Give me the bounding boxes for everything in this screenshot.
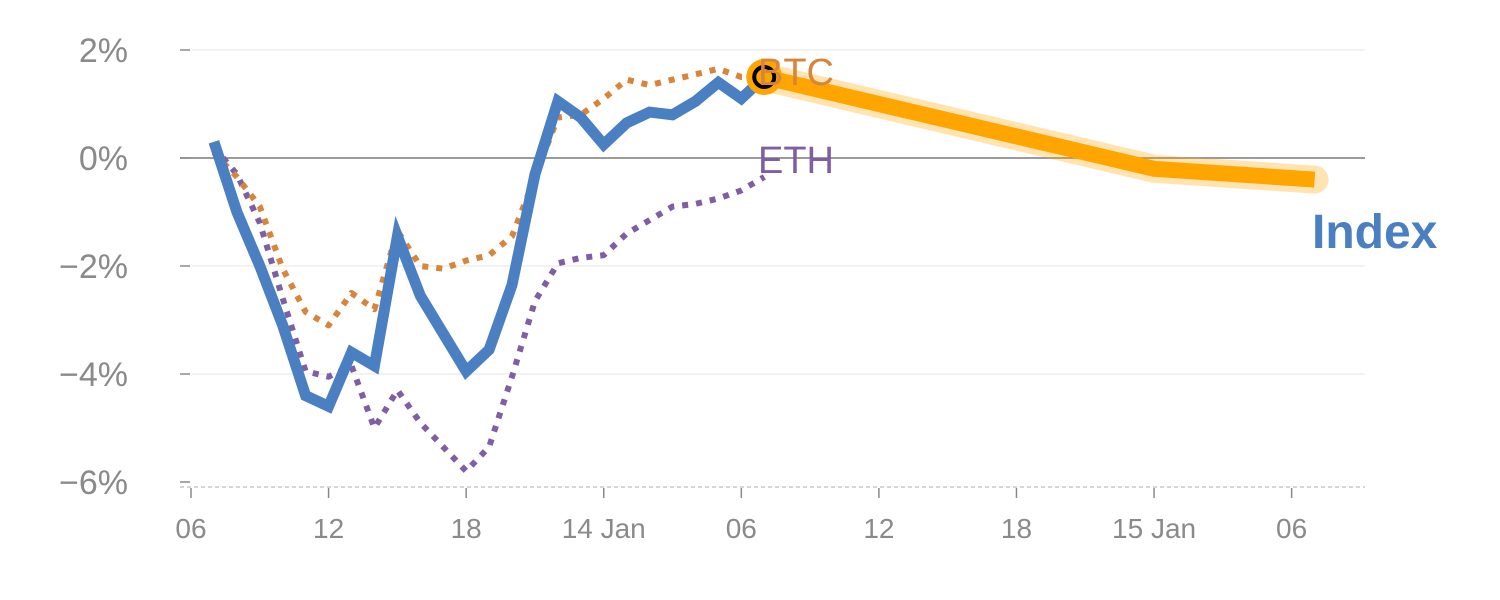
x-tick-label: 12	[863, 513, 894, 544]
y-tick-label: −6%	[59, 464, 128, 502]
x-tick-label: 15 Jan	[1112, 513, 1196, 544]
y-tick-label: 0%	[79, 140, 128, 178]
x-tick-label: 14 Jan	[562, 513, 646, 544]
x-tick-label: 18	[1001, 513, 1032, 544]
x-tick-label: 12	[313, 513, 344, 544]
x-tick-label: 06	[1276, 513, 1307, 544]
eth-series-label: ETH	[758, 140, 834, 182]
labels: BTC ETH Index	[758, 52, 1438, 259]
grid	[180, 49, 1365, 375]
y-tick-label: 2%	[79, 32, 128, 70]
index-series-line	[208, 72, 769, 414]
current-value-marker	[746, 59, 783, 95]
index-series-label: Index	[1312, 206, 1438, 259]
btc-series-label: BTC	[758, 52, 834, 94]
x-tick-label: 18	[451, 513, 482, 544]
index-forecast-line	[762, 69, 1316, 188]
axes: 2% 0% −2% −4% −6% 06 12 18 14 Jan 06 12 18 15 Jan 06	[59, 32, 1365, 544]
x-tick-label: 06	[726, 513, 757, 544]
btc-series-line	[211, 65, 765, 329]
series	[208, 59, 1329, 475]
x-tick-label: 06	[175, 513, 206, 544]
eth-series-line	[211, 145, 766, 475]
current-value-marker-ring	[752, 65, 777, 89]
y-tick-label: −2%	[59, 248, 128, 286]
y-tick-label: −4%	[59, 356, 128, 394]
